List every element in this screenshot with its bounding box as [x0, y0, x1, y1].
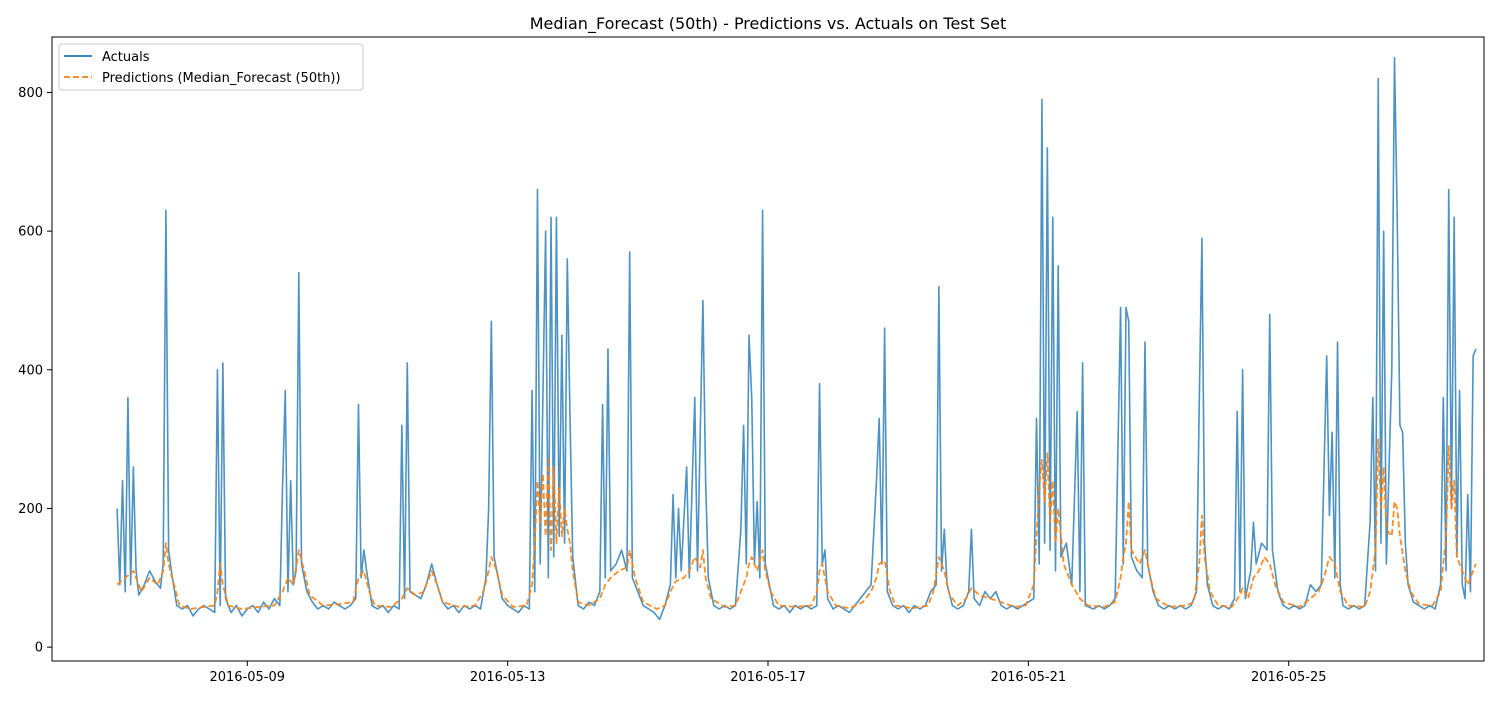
chart-title: Median_Forecast (50th) - Predictions vs.…	[530, 14, 1007, 34]
y-tick-label: 600	[18, 225, 43, 240]
series-line-predictions	[116, 438, 1477, 610]
y-tick-label: 800	[18, 86, 43, 101]
x-axis: 2016-05-09 2016-05-13 2016-05-17 2016-05-21…	[209, 661, 1327, 685]
legend-label-predictions: Predictions (Median_Forecast (50th))	[102, 71, 341, 86]
plot-frame	[51, 36, 1485, 662]
y-tick-label: 0	[35, 641, 43, 656]
x-tick-label: 2016-05-09	[209, 670, 285, 685]
x-tick-label: 2016-05-25	[1251, 670, 1327, 685]
x-tick-label: 2016-05-13	[470, 670, 546, 685]
x-tick-label: 2016-05-21	[991, 670, 1067, 685]
legend-box	[58, 43, 364, 91]
series-line-actuals	[116, 57, 1477, 621]
y-tick-label: 400	[18, 363, 43, 378]
x-tick-label: 2016-05-17	[730, 670, 806, 685]
y-axis: 0 200 400 600 800	[18, 86, 52, 656]
legend: Actuals Predictions (Median_Forecast (50…	[58, 43, 364, 91]
legend-label-actuals: Actuals	[102, 50, 150, 65]
y-tick-label: 200	[18, 502, 43, 517]
series-layer	[116, 57, 1477, 621]
